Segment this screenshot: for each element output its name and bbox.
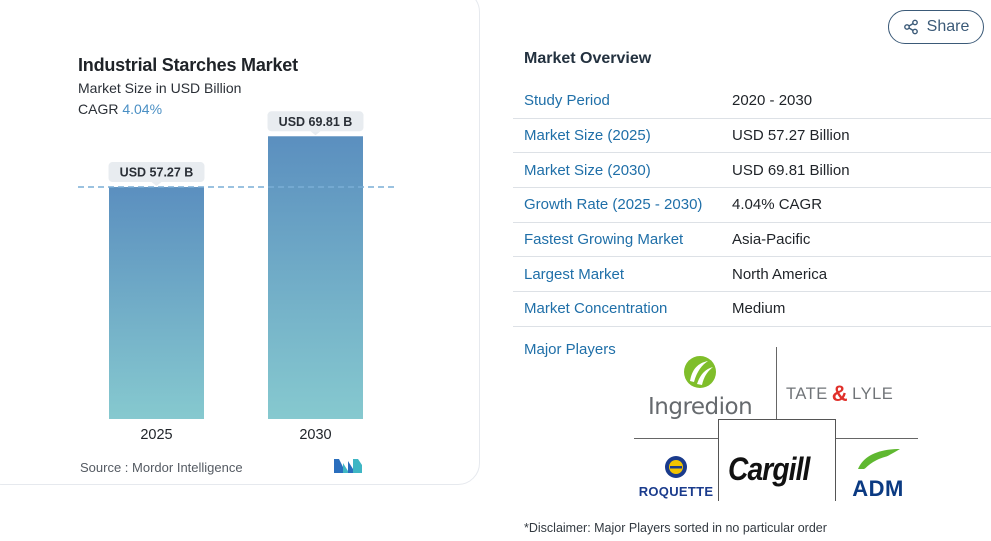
roquette-emblem-icon — [665, 456, 687, 478]
bar-chart: USD 57.27 B 2025 USD 69.81 B 2030 — [78, 111, 398, 443]
overview-label[interactable]: Fastest Growing Market — [524, 231, 684, 249]
featured-logo-box — [718, 419, 836, 501]
overview-label[interactable]: Market Concentration — [524, 300, 668, 318]
overview-row: Market Size (2025) USD 57.27 Billion — [513, 119, 991, 154]
roquette-wordmark: ROQUETTE — [638, 484, 714, 499]
overview-row: Market Size (2030) USD 69.81 Billion — [513, 153, 991, 189]
overview-value: 2020 - 2030 — [732, 92, 813, 110]
overview-label[interactable]: Growth Rate (2025 - 2030) — [524, 196, 703, 214]
ingredion-logo[interactable]: Ingredion — [648, 355, 753, 420]
mordor-logo-icon — [334, 459, 362, 473]
tate-lyle-logo[interactable]: TATE & LYLE — [786, 381, 893, 407]
tate-wordmark: TATE — [786, 384, 828, 403]
overview-row: Fastest Growing Market Asia-Pacific — [513, 223, 991, 258]
source-text: Mordor Intelligence — [132, 460, 243, 475]
cagr-value: 4.04% — [122, 101, 163, 117]
data-label-pointer — [310, 131, 321, 136]
leaf-icon — [684, 356, 716, 388]
overview-value: USD 57.27 Billion — [732, 127, 850, 145]
x-tick-label: 2025 — [140, 427, 172, 443]
data-label-background — [108, 162, 205, 183]
overview-value: 4.04% CAGR — [732, 196, 823, 214]
share-button[interactable]: Share — [888, 10, 984, 44]
overview-row: Study Period 2020 - 2030 — [513, 84, 991, 119]
overview-title: Market Overview — [524, 50, 652, 67]
cagr-line: CAGR 4.04% — [78, 101, 162, 117]
source-label: Source : — [80, 460, 129, 475]
overview-value: USD 69.81 Billion — [732, 161, 850, 179]
roquette-logo[interactable]: ROQUETTE — [634, 455, 718, 499]
overview-label[interactable]: Market Size (2025) — [524, 127, 651, 145]
bar — [109, 187, 204, 419]
x-tick-label: 2030 — [299, 427, 331, 443]
overview-value: Medium — [732, 300, 786, 318]
divider — [776, 347, 777, 419]
overview-label[interactable]: Market Size (2030) — [524, 161, 651, 179]
overview-value: North America — [732, 265, 828, 283]
chart-subtitle: Market Size in USD Billion — [78, 80, 242, 96]
major-players-logos: Ingredion TATE & LYLE ROQUETTE Cargill A… — [634, 347, 918, 502]
cargill-logo[interactable]: Cargill — [728, 451, 810, 487]
share-label: Share — [926, 18, 970, 35]
overview-value: Asia-Pacific — [732, 231, 811, 249]
disclaimer: *Disclaimer: Major Players sorted in no … — [524, 521, 827, 535]
adm-wordmark: ADM — [852, 476, 904, 501]
data-label: USD 69.81 B — [279, 115, 353, 129]
data-label: USD 57.27 B — [120, 166, 194, 180]
share-icon — [903, 19, 918, 35]
chart-title: Industrial Starches Market — [78, 55, 298, 75]
adm-leaf-icon — [858, 449, 900, 470]
overview-table: Study Period 2020 - 2030 Market Size (20… — [513, 84, 991, 327]
ingredion-wordmark: Ingredion — [648, 394, 753, 420]
data-label-pointer — [151, 182, 162, 187]
source-line: Source : Mordor Intelligence — [80, 460, 243, 475]
overview-row: Growth Rate (2025 - 2030) 4.04% CAGR — [513, 188, 991, 223]
overview-row: Market Concentration Medium — [513, 292, 991, 327]
lyle-wordmark: LYLE — [852, 384, 894, 403]
overview-label[interactable]: Largest Market — [524, 265, 625, 283]
bar — [268, 136, 363, 419]
adm-logo[interactable]: ADM — [844, 447, 912, 502]
cagr-label: CAGR — [78, 101, 119, 117]
overview-label[interactable]: Study Period — [524, 92, 610, 110]
major-players-label[interactable]: Major Players — [524, 341, 616, 358]
tate-lyle-ampersand: & — [831, 381, 849, 406]
overview-row: Largest Market North America — [513, 257, 991, 293]
data-label-background — [267, 111, 364, 132]
chart-card — [0, 0, 480, 485]
